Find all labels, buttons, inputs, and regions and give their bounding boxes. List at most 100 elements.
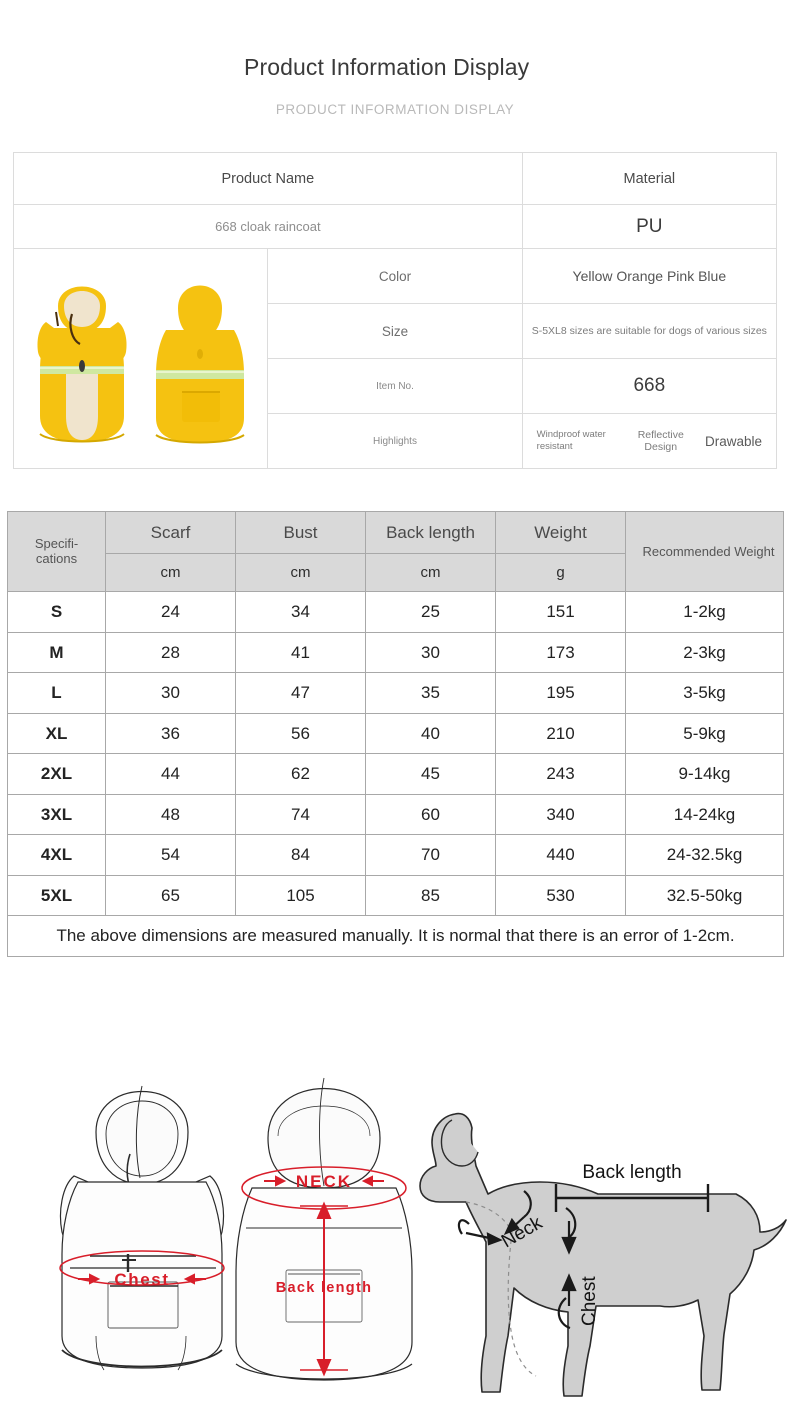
size-table-header-row-2: cm cm cm g (8, 553, 784, 593)
product-photo (12, 248, 269, 470)
chest-label: Chest (114, 1270, 169, 1289)
highlight-reflective: Reflective Design (637, 429, 684, 454)
dog-back-length-label: Back length (582, 1162, 681, 1183)
table-row: XL 36 56 40 210 5-9kg (7, 712, 784, 755)
size-table-header-row-1: Specifi- cations Scarf Bust Back length … (7, 511, 784, 593)
table-row: S 24 34 25 151 1-2kg (7, 591, 784, 633)
highlight-windproof: Windproof water resistant (536, 429, 606, 453)
cell-back-length: 25 (365, 591, 496, 633)
product-name-header: Product Name (13, 152, 523, 206)
table-row: Product Name Material (13, 152, 778, 206)
cell-bust: 34 (235, 591, 366, 633)
cell-bust: 47 (235, 672, 366, 714)
cell-scarf: 48 (105, 793, 236, 836)
table-row: 668 cloak raincoat PU (13, 204, 778, 250)
table-row: M 28 41 30 173 2-3kg (7, 631, 784, 674)
neck-arrows (264, 1175, 384, 1187)
cell-size: L (7, 672, 106, 714)
cell-recommended-weight: 5-9kg (625, 712, 784, 755)
col-header-weight: Weight (495, 511, 626, 555)
cell-recommended-weight: 3-5kg (625, 672, 784, 714)
measurement-note: The above dimensions are measured manual… (7, 915, 784, 957)
col-header-back-length: Back length (365, 511, 496, 555)
dog-chest-label: Chest (579, 1276, 600, 1326)
table-row: Highlights Windproof water resistant Ref… (14, 413, 778, 470)
dog-diagram (419, 1112, 787, 1397)
col-unit-bust: cm (235, 553, 366, 593)
cell-recommended-weight: 1-2kg (625, 591, 784, 633)
cell-size: S (7, 591, 106, 633)
dog-neck-arrow (457, 1190, 532, 1246)
table-row: 2XL 44 62 45 243 9-14kg (7, 753, 784, 795)
measurement-diagrams: Chest NECK Back length (0, 1036, 790, 1427)
size-label: Size (267, 303, 523, 360)
diagram-svg: Chest NECK Back length (59, 1077, 787, 1397)
highlights-value: Windproof water resistant Reflective Des… (521, 413, 778, 470)
color-value: Yellow Orange Pink Blue (521, 248, 778, 305)
cell-recommended-weight: 24-32.5kg (625, 834, 784, 876)
cell-weight: 440 (495, 834, 626, 876)
size-chart-table: Specifi- cations Scarf Bust Back length … (7, 511, 784, 957)
cell-weight: 151 (495, 591, 626, 633)
cell-scarf: 65 (105, 874, 236, 917)
coat-back-icon (155, 285, 245, 444)
cell-weight: 210 (495, 712, 626, 755)
table-row: 5XL 65 105 85 530 32.5-50kg (7, 874, 784, 917)
cell-size: 2XL (7, 753, 106, 795)
page-subtitle: PRODUCT INFORMATION DISPLAY (275, 102, 515, 118)
cell-back-length: 85 (365, 874, 496, 917)
neck-label: NECK (296, 1172, 352, 1191)
back-length-label: Back length (276, 1280, 373, 1296)
cell-scarf: 30 (105, 672, 236, 714)
col-header-recommended-weight: Recommended Weight (625, 511, 784, 593)
cell-size: XL (7, 712, 106, 755)
garment-front-diagram (59, 1085, 225, 1371)
dog-back-length-measure (554, 1184, 710, 1212)
table-row: Color Yellow Orange Pink Blue (12, 248, 778, 470)
highlights-label: Highlights (267, 413, 523, 470)
item-no-label: Item No. (267, 358, 523, 415)
table-row: 4XL 54 84 70 440 24-32.5kg (7, 834, 784, 876)
table-row: L 30 47 35 195 3-5kg (7, 672, 784, 714)
cell-weight: 173 (495, 631, 626, 674)
spec-header-line2: cations (35, 550, 78, 566)
table-row: Size S-5XL8 sizes are suitable for dogs … (14, 303, 778, 360)
material-value: PU (521, 204, 778, 250)
cell-weight: 195 (495, 672, 626, 714)
cell-size: 5XL (7, 874, 106, 917)
cell-bust: 74 (235, 793, 366, 836)
cell-weight: 530 (495, 874, 626, 917)
spec-header-line1: Specifi- (34, 535, 79, 551)
cell-scarf: 36 (105, 712, 236, 755)
page-title: Product Information Display (244, 54, 530, 80)
cell-scarf: 44 (105, 753, 236, 795)
table-row: 3XL 48 74 60 340 14-24kg (7, 793, 784, 836)
chest-measure-ellipse (59, 1250, 225, 1286)
col-header-bust: Bust (235, 511, 366, 555)
page-header: Product Information Display PRODUCT INFO… (0, 0, 790, 117)
cell-size: 4XL (7, 834, 106, 876)
chest-arrows (78, 1273, 206, 1285)
cell-back-length: 35 (365, 672, 496, 714)
coat-front-icon (37, 286, 127, 443)
color-label: Color (267, 248, 523, 305)
cell-bust: 105 (235, 874, 366, 917)
table-row: The above dimensions are measured manual… (7, 915, 784, 957)
dog-chest-arrow (557, 1207, 577, 1330)
spec-header: Specifi- cations (7, 511, 106, 593)
col-unit-back-length: cm (365, 553, 496, 593)
cell-recommended-weight: 32.5-50kg (625, 874, 784, 917)
cell-weight: 243 (495, 753, 626, 795)
col-header-scarf: Scarf (105, 511, 236, 555)
cell-bust: 56 (235, 712, 366, 755)
item-no-value: 668 (521, 358, 778, 415)
cell-bust: 84 (235, 834, 366, 876)
col-unit-weight: g (495, 553, 626, 593)
cell-scarf: 54 (105, 834, 236, 876)
material-header: Material (521, 152, 778, 206)
cell-recommended-weight: 9-14kg (625, 753, 784, 795)
cell-weight: 340 (495, 793, 626, 836)
cell-back-length: 60 (365, 793, 496, 836)
cell-size: M (7, 631, 106, 674)
cell-scarf: 24 (105, 591, 236, 633)
